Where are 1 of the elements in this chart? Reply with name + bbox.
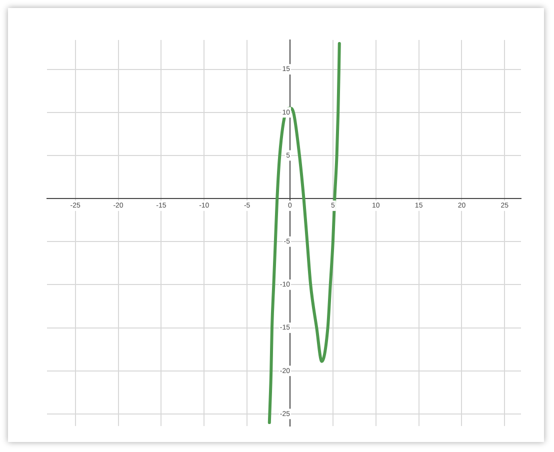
line-series: [268, 42, 341, 424]
